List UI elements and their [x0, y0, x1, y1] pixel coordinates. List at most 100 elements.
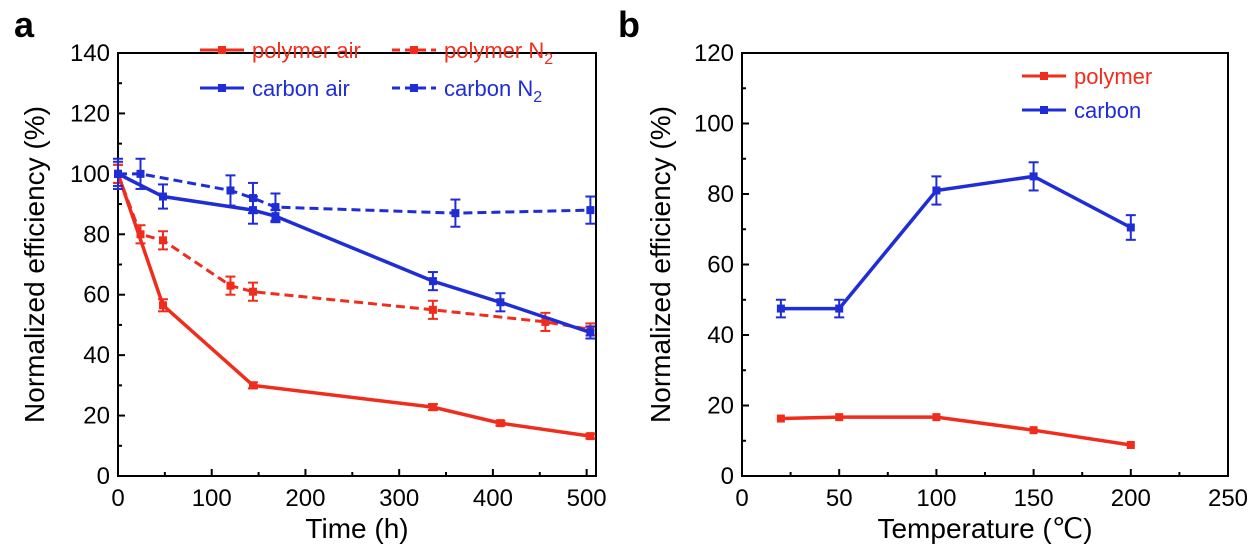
data-point [248, 287, 257, 296]
data-point [541, 317, 550, 326]
data-point [932, 413, 941, 422]
chart-panel-a: a 0 100 200 300 400 500 0 20 40 60 80 100 120 140 Time … [14, 4, 607, 544]
legend-label: polymer air [252, 38, 361, 63]
x-tick-label: 100 [192, 485, 232, 512]
data-point [428, 305, 437, 314]
legend-label: carbon [1074, 98, 1141, 123]
data-point [158, 301, 167, 310]
data-point [1126, 440, 1135, 449]
series-carbon-air [113, 160, 596, 340]
data-point [248, 194, 257, 203]
data-point [428, 277, 437, 286]
data-point [835, 413, 844, 422]
data-point [114, 169, 122, 178]
x-tick-label: 200 [1111, 485, 1151, 512]
data-point [496, 419, 505, 428]
legend-swatch-marker [1040, 72, 1048, 80]
legend-entry: carbon [1022, 98, 1141, 123]
x-tick-label: 0 [735, 485, 748, 512]
y-tick-label: 80 [707, 181, 734, 208]
data-point [1029, 426, 1038, 435]
y-tick-label: 20 [707, 393, 734, 420]
y-tick-label: 40 [83, 342, 110, 369]
series-line [780, 174, 1132, 311]
legend-label: carbon N2 [444, 76, 542, 106]
data-point [226, 186, 235, 195]
y-tick-label: 0 [721, 463, 734, 490]
legend-label-subscript: 2 [544, 51, 553, 68]
legend-entry: polymer N2 [392, 38, 553, 68]
x-tick-label: 200 [285, 485, 325, 512]
x-axis-label: Time (h) [305, 513, 408, 544]
series-line [117, 172, 591, 335]
legend-swatch-marker [410, 46, 418, 54]
series-line [116, 173, 591, 331]
data-point [136, 230, 145, 239]
data-point [776, 304, 785, 313]
legend-entry: carbon N2 [392, 76, 542, 106]
chart-panel-b: b 0 50 100 150 200 250 0 20 40 60 80 100 120 Temperatu… [618, 4, 1248, 544]
data-point [248, 381, 257, 390]
y-tick-label: 80 [83, 221, 110, 248]
series-carbon [775, 161, 1136, 319]
plot-frame [741, 52, 1229, 477]
data-point [586, 432, 595, 441]
legend-label: carbon air [252, 76, 350, 101]
x-tick-label: 150 [1014, 485, 1054, 512]
legend-label: polymer [1074, 64, 1152, 89]
series-line [118, 172, 591, 215]
x-tick-label: 500 [567, 485, 607, 512]
legend-swatch-marker [1040, 106, 1048, 114]
data-point [835, 304, 844, 313]
series-line [116, 173, 591, 438]
data-point [158, 192, 167, 201]
series-line [780, 415, 1132, 447]
data-point [226, 281, 235, 290]
y-axis-label: Normalized efficiency (%) [19, 106, 50, 423]
y-tick-label: 0 [97, 463, 110, 490]
x-tick-label: 250 [1208, 485, 1248, 512]
legend-label: polymer N2 [444, 38, 553, 68]
y-tick-label: 40 [707, 322, 734, 349]
legend-swatch-marker [218, 46, 226, 54]
y-tick-label: 100 [70, 161, 110, 188]
series-carbon-n2 [113, 157, 596, 228]
x-axis-label: Temperature (℃) [877, 513, 1092, 544]
data-point [1126, 223, 1135, 232]
y-tick-label: 140 [70, 40, 110, 67]
data-point [496, 298, 505, 307]
x-tick-label: 400 [473, 485, 513, 512]
series-polymer [776, 413, 1135, 449]
data-point [158, 236, 167, 245]
y-tick-label: 60 [707, 252, 734, 279]
y-tick-label: 120 [70, 100, 110, 127]
legend-entry: polymer [1022, 64, 1152, 89]
legend-label-subscript: 2 [533, 89, 542, 106]
y-tick-label: 120 [694, 40, 734, 67]
legend-swatch-marker [410, 84, 418, 92]
data-point [776, 414, 785, 423]
data-point [586, 206, 595, 215]
legend-swatch-marker [218, 84, 226, 92]
plot-frame [117, 52, 597, 477]
panel-letter: a [14, 4, 35, 45]
data-point [932, 186, 941, 195]
data-point [271, 203, 280, 212]
legend-entry: polymer air [200, 38, 361, 63]
y-tick-label: 20 [83, 403, 110, 430]
x-tick-label: 50 [826, 485, 853, 512]
data-point [1029, 172, 1038, 181]
panel-letter: b [618, 4, 640, 45]
x-tick-label: 300 [379, 485, 419, 512]
y-tick-label: 60 [83, 282, 110, 309]
data-point [586, 328, 595, 337]
x-tick-label: 0 [111, 485, 124, 512]
data-point [136, 169, 145, 178]
data-point [428, 403, 437, 412]
y-axis-label: Normalized efficiency (%) [645, 106, 676, 423]
x-tick-label: 100 [916, 485, 956, 512]
data-point [451, 209, 460, 218]
legend-entry: carbon air [200, 76, 350, 101]
y-tick-label: 100 [694, 111, 734, 138]
